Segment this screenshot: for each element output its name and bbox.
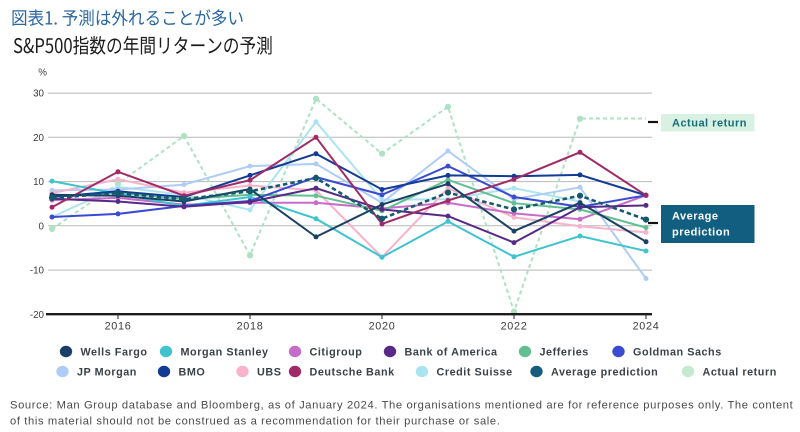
svg-text:2022: 2022: [501, 321, 528, 333]
svg-text:BMO: BMO: [179, 366, 206, 378]
svg-text:Average prediction: Average prediction: [551, 366, 658, 378]
svg-text:Morgan Stanley: Morgan Stanley: [181, 346, 269, 358]
svg-text:UBS: UBS: [257, 366, 281, 378]
svg-text:20: 20: [33, 133, 44, 144]
svg-text:Bank of America: Bank of America: [405, 346, 498, 358]
svg-text:0: 0: [39, 221, 45, 232]
svg-text:of this material should not be: of this material should not be construed…: [10, 416, 500, 428]
svg-text:Average: Average: [672, 211, 719, 223]
svg-text:10: 10: [33, 177, 44, 188]
svg-text:Goldman Sachs: Goldman Sachs: [633, 346, 722, 358]
svg-text:Actual return: Actual return: [703, 366, 777, 378]
svg-text:Source: Man Group database and: Source: Man Group database and Bloomberg…: [10, 400, 794, 412]
svg-text:30: 30: [33, 89, 44, 100]
svg-text:Jefferies: Jefferies: [540, 346, 589, 358]
svg-text:-20: -20: [30, 310, 45, 321]
svg-text:Wells Fargo: Wells Fargo: [81, 346, 148, 358]
svg-text:prediction: prediction: [672, 227, 730, 239]
svg-text:2024: 2024: [633, 321, 660, 333]
svg-text:%: %: [38, 68, 47, 79]
svg-text:JP Morgan: JP Morgan: [77, 366, 137, 378]
svg-text:2020: 2020: [369, 321, 396, 333]
svg-text:Citigroup: Citigroup: [310, 346, 363, 358]
svg-text:Actual return: Actual return: [672, 118, 747, 130]
svg-text:Credit Suisse: Credit Suisse: [437, 366, 513, 378]
svg-text:Deutsche Bank: Deutsche Bank: [310, 366, 396, 378]
svg-text:-10: -10: [30, 266, 45, 277]
svg-text:2018: 2018: [237, 321, 264, 333]
svg-text:2016: 2016: [105, 321, 132, 333]
